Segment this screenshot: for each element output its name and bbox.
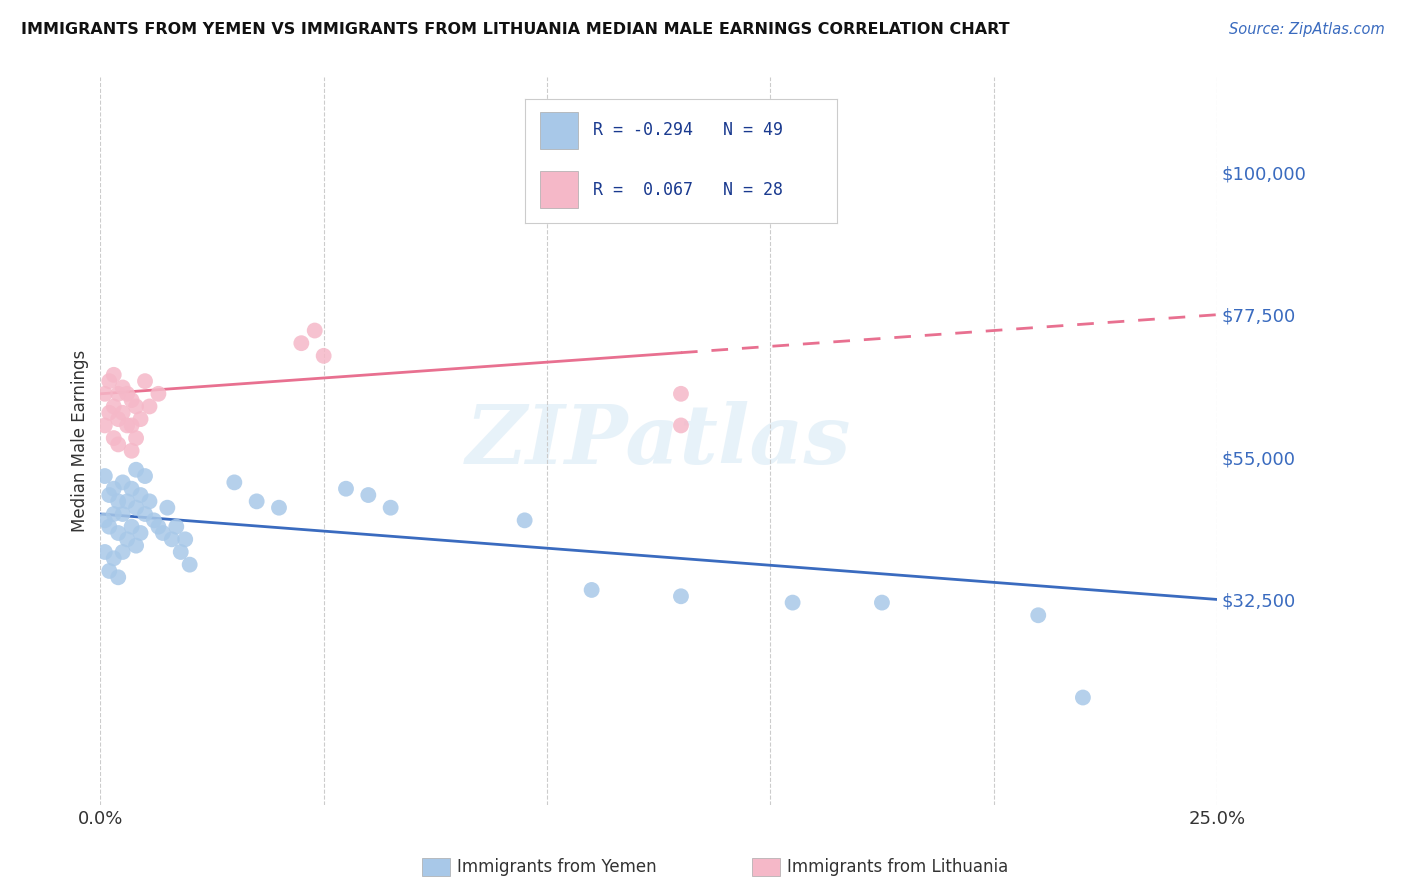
Point (111, 545, 134, 559)
Point (870, 596, 893, 610)
Point (179, 558, 201, 572)
Point (267, 500, 290, 515)
Point (94, 513, 117, 527)
Point (103, 482, 125, 496)
Point (103, 431, 125, 445)
Point (125, 431, 148, 445)
Point (138, 494, 160, 508)
Point (107, 386, 129, 401)
Point (94, 418, 117, 433)
Text: Immigrants from Yemen: Immigrants from Yemen (457, 858, 657, 876)
Point (304, 324, 326, 338)
Point (290, 336, 312, 351)
Point (121, 482, 143, 496)
Text: IMMIGRANTS FROM YEMEN VS IMMIGRANTS FROM LITHUANIA MEDIAN MALE EARNINGS CORRELAT: IMMIGRANTS FROM YEMEN VS IMMIGRANTS FROM… (21, 22, 1010, 37)
Point (98, 374, 121, 388)
Point (125, 463, 148, 477)
Point (121, 393, 143, 408)
Point (335, 482, 357, 496)
Point (224, 475, 246, 490)
Point (107, 526, 129, 541)
Point (98, 564, 121, 578)
Point (107, 412, 129, 426)
Point (125, 400, 148, 414)
Point (129, 488, 152, 502)
Point (138, 400, 160, 414)
Point (129, 526, 152, 541)
Point (160, 533, 183, 547)
Point (148, 386, 170, 401)
Point (513, 513, 536, 527)
Point (134, 469, 156, 483)
Point (94, 469, 117, 483)
Point (134, 374, 156, 388)
Point (246, 494, 269, 508)
Point (111, 507, 134, 521)
Point (134, 507, 156, 521)
Point (107, 437, 129, 451)
Point (165, 519, 187, 533)
Point (103, 507, 125, 521)
Point (152, 526, 174, 541)
Point (103, 551, 125, 566)
Text: ZIPatlas: ZIPatlas (465, 401, 852, 482)
Point (125, 539, 148, 553)
Point (156, 500, 179, 515)
Point (669, 589, 692, 603)
Point (581, 582, 603, 597)
Point (125, 500, 148, 515)
Text: Source: ZipAtlas.com: Source: ZipAtlas.com (1229, 22, 1385, 37)
Point (94, 386, 117, 401)
Point (380, 500, 402, 515)
Point (98, 488, 121, 502)
Point (111, 475, 134, 490)
Point (1026, 608, 1049, 623)
Point (782, 596, 804, 610)
Point (669, 418, 692, 433)
Point (111, 406, 134, 420)
Point (669, 386, 692, 401)
Point (115, 494, 138, 508)
Point (111, 380, 134, 394)
Y-axis label: Median Male Earnings: Median Male Earnings (72, 351, 89, 533)
Point (115, 418, 138, 433)
Point (98, 519, 121, 533)
Point (357, 488, 380, 502)
Point (142, 513, 165, 527)
Point (103, 400, 125, 414)
Point (121, 443, 143, 458)
Point (107, 570, 129, 584)
Point (148, 519, 170, 533)
Point (129, 412, 152, 426)
Point (1071, 690, 1094, 705)
Point (103, 368, 125, 382)
Text: Immigrants from Lithuania: Immigrants from Lithuania (787, 858, 1008, 876)
Point (94, 545, 117, 559)
Point (98, 406, 121, 420)
Point (121, 418, 143, 433)
Point (121, 519, 143, 533)
Point (115, 533, 138, 547)
Point (115, 386, 138, 401)
Point (170, 545, 193, 559)
Point (312, 349, 335, 363)
Point (174, 533, 197, 547)
Point (107, 494, 129, 508)
